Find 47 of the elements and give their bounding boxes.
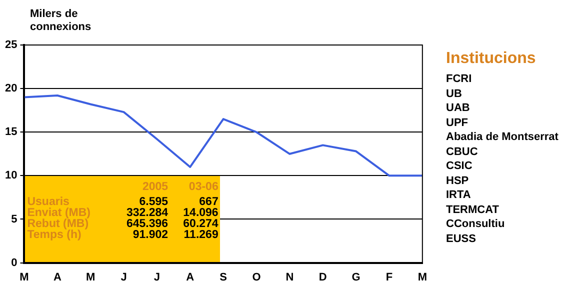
- annotation: 91.902: [132, 228, 170, 241]
- x-tick-label: A: [53, 271, 62, 284]
- x-tick-label: N: [286, 271, 294, 284]
- annotation: 14.096: [182, 206, 220, 219]
- y-axis-title: Milers de connexions: [30, 8, 92, 34]
- text: EUSS: [446, 232, 477, 246]
- annotation: Usuaris: [26, 196, 70, 208]
- x-tick-label: S: [220, 271, 227, 284]
- text: FCRI: [446, 72, 473, 86]
- annotation: 11.269: [182, 228, 220, 241]
- x-tick-label: G: [352, 271, 360, 284]
- x-tick-label: M: [86, 271, 96, 284]
- text: UB: [446, 86, 463, 101]
- x-tick-label: F: [386, 271, 393, 284]
- text: HSP: [446, 174, 470, 188]
- x-tick-label: D: [318, 271, 327, 284]
- x-tick-label: M: [20, 271, 29, 284]
- annotation: 6.595: [138, 196, 170, 208]
- y-tick-label: 5: [11, 213, 18, 226]
- x-tick-label: O: [252, 271, 262, 284]
- annotation: Rebut (MB): [26, 218, 89, 230]
- annotation: 60.274: [182, 218, 220, 230]
- text: TERMCAT: [446, 202, 500, 217]
- annotation: 332.284: [125, 206, 170, 219]
- text: CConsultiu: [446, 217, 506, 232]
- text: CSIC: [446, 159, 474, 174]
- annotation: 03-06: [188, 180, 220, 193]
- text: Abadia de Montserrat: [446, 130, 558, 144]
- y-tick-label: 10: [4, 170, 18, 182]
- annotation: Enviat (MB): [26, 206, 92, 219]
- annotation: 2005: [141, 180, 170, 193]
- text: IRTA: [446, 188, 472, 202]
- annotation: Temps (h): [26, 228, 82, 241]
- x-tick-label: J: [120, 271, 127, 284]
- annotation: 645.396: [125, 218, 170, 230]
- x-tick-label: J: [154, 271, 160, 284]
- y-tick-label: 25: [4, 39, 18, 52]
- text: Institucions: [446, 50, 537, 68]
- y-tick-label: 0: [11, 256, 18, 269]
- x-tick-label: M: [418, 271, 428, 284]
- x-tick-label: A: [186, 271, 194, 284]
- y-tick-label: 15: [4, 126, 18, 138]
- text: UPF: [446, 116, 469, 130]
- text: UAB: [446, 101, 471, 116]
- y-tick-label: 20: [4, 82, 18, 95]
- text: CBUC: [446, 144, 479, 159]
- annotation: 667: [198, 196, 220, 208]
